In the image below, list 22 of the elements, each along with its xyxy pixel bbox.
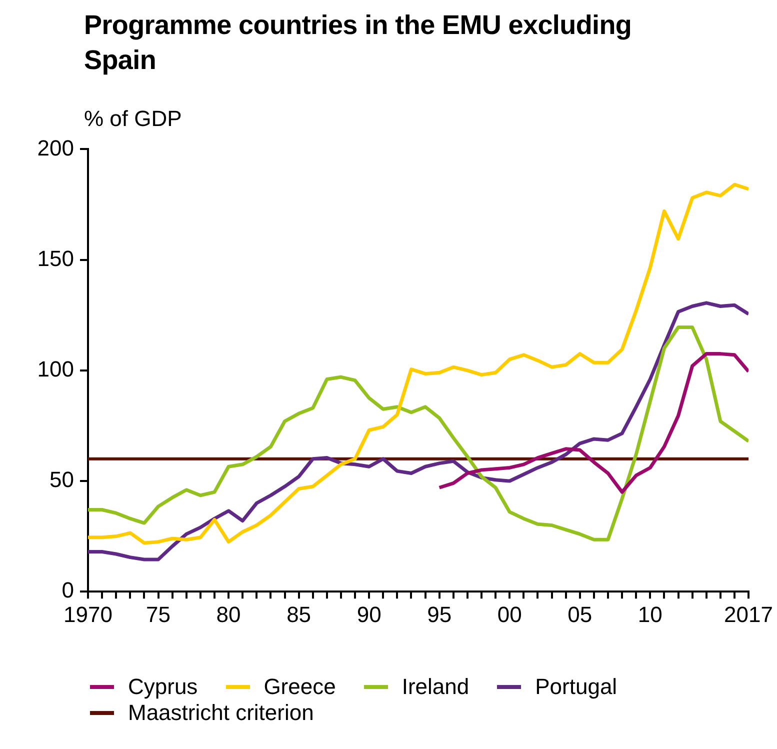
x-tick-label: 80	[216, 602, 241, 627]
x-tick-label: 2017	[724, 602, 774, 627]
x-tick-label: 90	[356, 602, 382, 627]
y-tick-label: 0	[62, 578, 74, 603]
x-tick-label: 85	[286, 602, 312, 627]
legend-label: Maastricht criterion	[128, 700, 314, 726]
legend-label: Portugal	[535, 674, 618, 700]
y-tick-label: 50	[50, 467, 74, 492]
x-tick-label: 95	[427, 602, 452, 627]
x-tick-label: 00	[497, 602, 522, 627]
chart-title: Programme countries in the EMU excluding Spain	[84, 9, 633, 77]
y-axis-title: % of GDP	[84, 106, 182, 132]
legend-label: Greece	[264, 674, 336, 700]
y-tick-label: 200	[37, 135, 74, 160]
x-tick-label: 1970	[64, 602, 112, 627]
y-tick-label: 100	[37, 356, 74, 382]
legend-label: Ireland	[402, 674, 470, 700]
x-tick-label: 75	[146, 602, 171, 627]
legend-label: Cyprus	[128, 674, 198, 700]
x-tick-label: 05	[568, 602, 592, 627]
x-tick-label: 10	[638, 602, 662, 627]
y-tick-label: 150	[37, 246, 74, 271]
